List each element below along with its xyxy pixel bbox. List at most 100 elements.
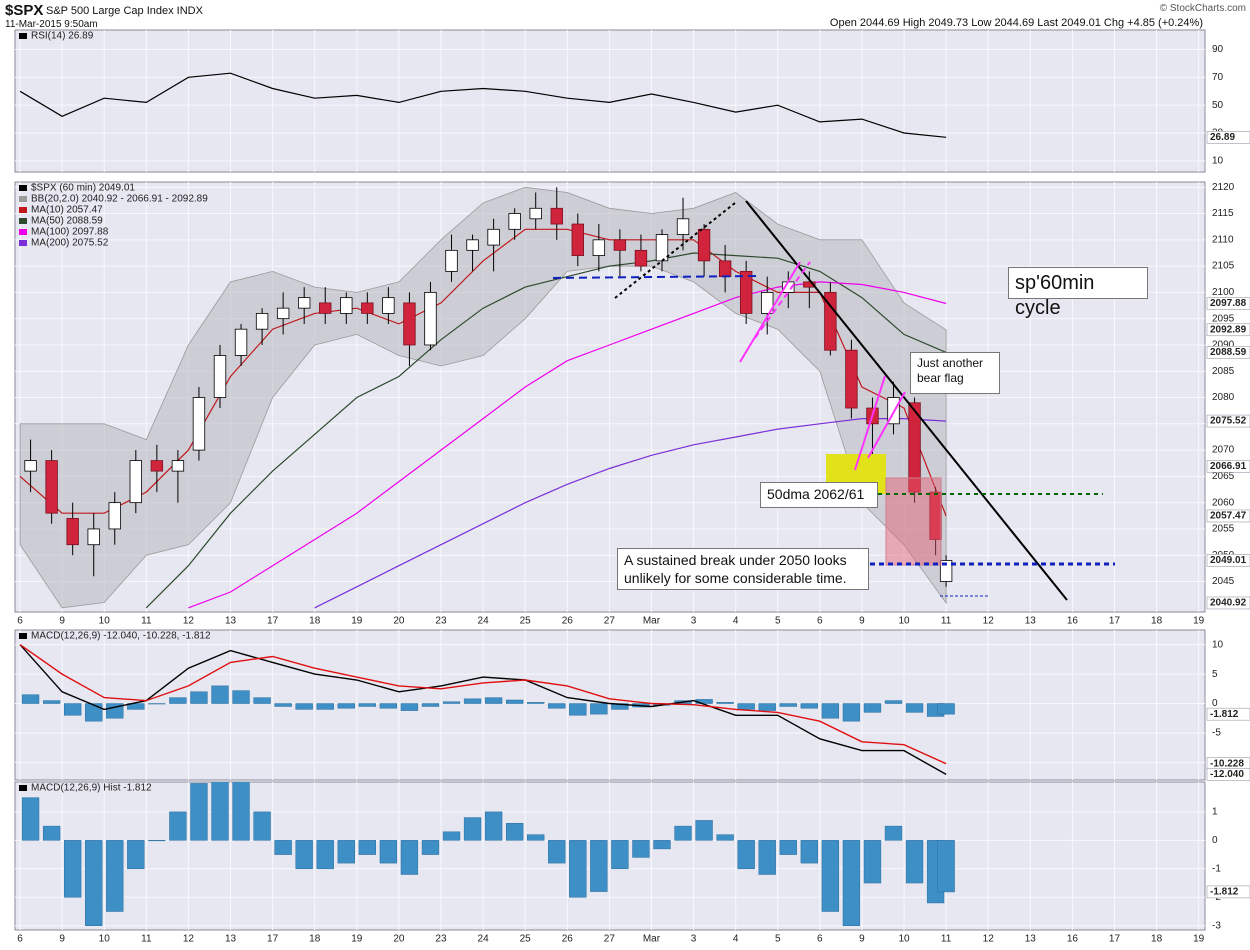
x-tick-label: 23	[435, 934, 447, 945]
histogram-bar	[653, 840, 671, 850]
legend-label: MA(10) 2057.47	[31, 205, 103, 216]
histogram-bar	[590, 703, 608, 715]
histogram-bar	[148, 703, 166, 705]
x-tick-label: 12	[183, 616, 195, 627]
histogram-bar	[127, 703, 145, 710]
annotation: sp'60min cycle	[1008, 267, 1148, 319]
legend-swatch	[19, 207, 27, 213]
value-marker-label: 2088.59	[1210, 347, 1247, 358]
panel-title: MACD(12,26,9) -12.040, -10.228, -1.812	[31, 631, 211, 642]
candle-body	[213, 355, 227, 398]
histogram-bar	[295, 840, 313, 870]
annotation: A sustained break under 2050 looks unlik…	[617, 548, 869, 590]
histogram-bar	[106, 840, 124, 912]
legend-swatch	[19, 785, 27, 791]
x-tick-label: 19	[351, 616, 363, 627]
candle-body	[824, 291, 837, 351]
x-tick-label: 20	[393, 934, 405, 945]
value-marker	[1206, 414, 1250, 428]
x-tick-label: 6	[817, 616, 823, 627]
histogram-bar	[716, 834, 734, 841]
histogram-bar	[358, 840, 376, 855]
legend-label: MA(200) 2075.52	[31, 238, 109, 249]
histogram-bar	[379, 840, 398, 864]
y-tick-label: 50	[1212, 100, 1224, 111]
histogram-bar	[42, 700, 61, 704]
value-marker	[1206, 323, 1250, 337]
value-marker-label: 2049.01	[1210, 555, 1247, 566]
histogram-bar	[148, 840, 166, 842]
histogram-bar	[905, 840, 924, 884]
x-tick-label: 17	[267, 934, 279, 945]
candle-body	[761, 291, 774, 314]
candle-body	[676, 218, 690, 235]
legend-label: MA(100) 2097.88	[31, 227, 109, 238]
histogram-bar	[190, 783, 208, 841]
y-tick-label: 2120	[1212, 182, 1235, 193]
histogram-bar	[169, 697, 187, 704]
x-tick-label: 24	[478, 934, 490, 945]
histogram-bar	[379, 703, 398, 709]
value-marker-label: -1.812	[1210, 887, 1239, 898]
x-tick-label: 26	[562, 934, 574, 945]
y-tick-label: 10	[1212, 639, 1224, 650]
candle-body	[782, 281, 795, 293]
value-marker	[1206, 885, 1250, 899]
histogram-bar	[442, 831, 461, 841]
histogram-bar	[400, 703, 419, 711]
y-tick-label: 2080	[1212, 392, 1235, 403]
plot-marks	[19, 644, 955, 776]
histogram-bar	[821, 703, 840, 719]
rsi-line	[19, 72, 947, 138]
histogram-bar	[274, 703, 292, 707]
x-tick-label: 6	[817, 934, 823, 945]
histogram-bar	[64, 703, 82, 716]
histogram-bar	[232, 690, 250, 704]
value-marker	[1206, 768, 1250, 781]
value-marker	[1206, 707, 1250, 721]
histogram-bar	[937, 840, 955, 893]
candle-body	[150, 460, 164, 472]
candle-body	[634, 249, 648, 267]
y-tick-label: 2090	[1212, 340, 1235, 351]
x-tick-label: 19	[1193, 616, 1205, 627]
candle-body	[424, 291, 437, 346]
histogram-bar	[64, 840, 82, 898]
value-marker-label: 2097.88	[1210, 298, 1247, 309]
y-tick-label: -5	[1212, 728, 1221, 739]
y-tick-label: 90	[1212, 44, 1224, 55]
histogram-bar	[884, 700, 903, 704]
panel-title: MACD(12,26,9) Hist -1.812	[31, 783, 152, 794]
histogram-bar	[463, 817, 482, 841]
legend-swatch	[19, 240, 27, 246]
candle-body	[550, 207, 563, 225]
x-tick-label: 25	[520, 616, 532, 627]
x-tick-label: 18	[1151, 616, 1163, 627]
value-marker-label: 2092.89	[1210, 324, 1247, 335]
histogram-bar	[21, 797, 40, 841]
symbol: $SPX	[5, 2, 44, 19]
x-tick-label: 10	[898, 616, 910, 627]
histogram-bar	[442, 701, 461, 704]
candle-body	[361, 302, 374, 314]
x-tick-label: 9	[859, 616, 865, 627]
y-tick-label: 10	[1212, 156, 1224, 167]
histogram-bar	[527, 834, 545, 841]
histogram-bar	[758, 703, 776, 711]
value-marker-label: -12.040	[1210, 769, 1244, 780]
candle-body	[929, 491, 942, 540]
candle-body	[613, 239, 627, 251]
histogram-bar	[884, 825, 903, 841]
x-tick-label: 6	[17, 616, 23, 627]
candle-body	[466, 239, 479, 251]
x-tick-label: 18	[309, 934, 321, 945]
histogram-bar	[505, 699, 524, 704]
candle-body	[529, 207, 542, 220]
x-tick-label: 24	[478, 616, 490, 627]
histogram-bar	[421, 840, 440, 855]
candle-body	[87, 528, 100, 546]
value-marker	[1206, 596, 1250, 610]
x-tick-label: Mar	[643, 616, 661, 627]
panel-title: RSI(14) 26.89	[31, 31, 94, 42]
x-tick-label: 16	[1067, 616, 1079, 627]
